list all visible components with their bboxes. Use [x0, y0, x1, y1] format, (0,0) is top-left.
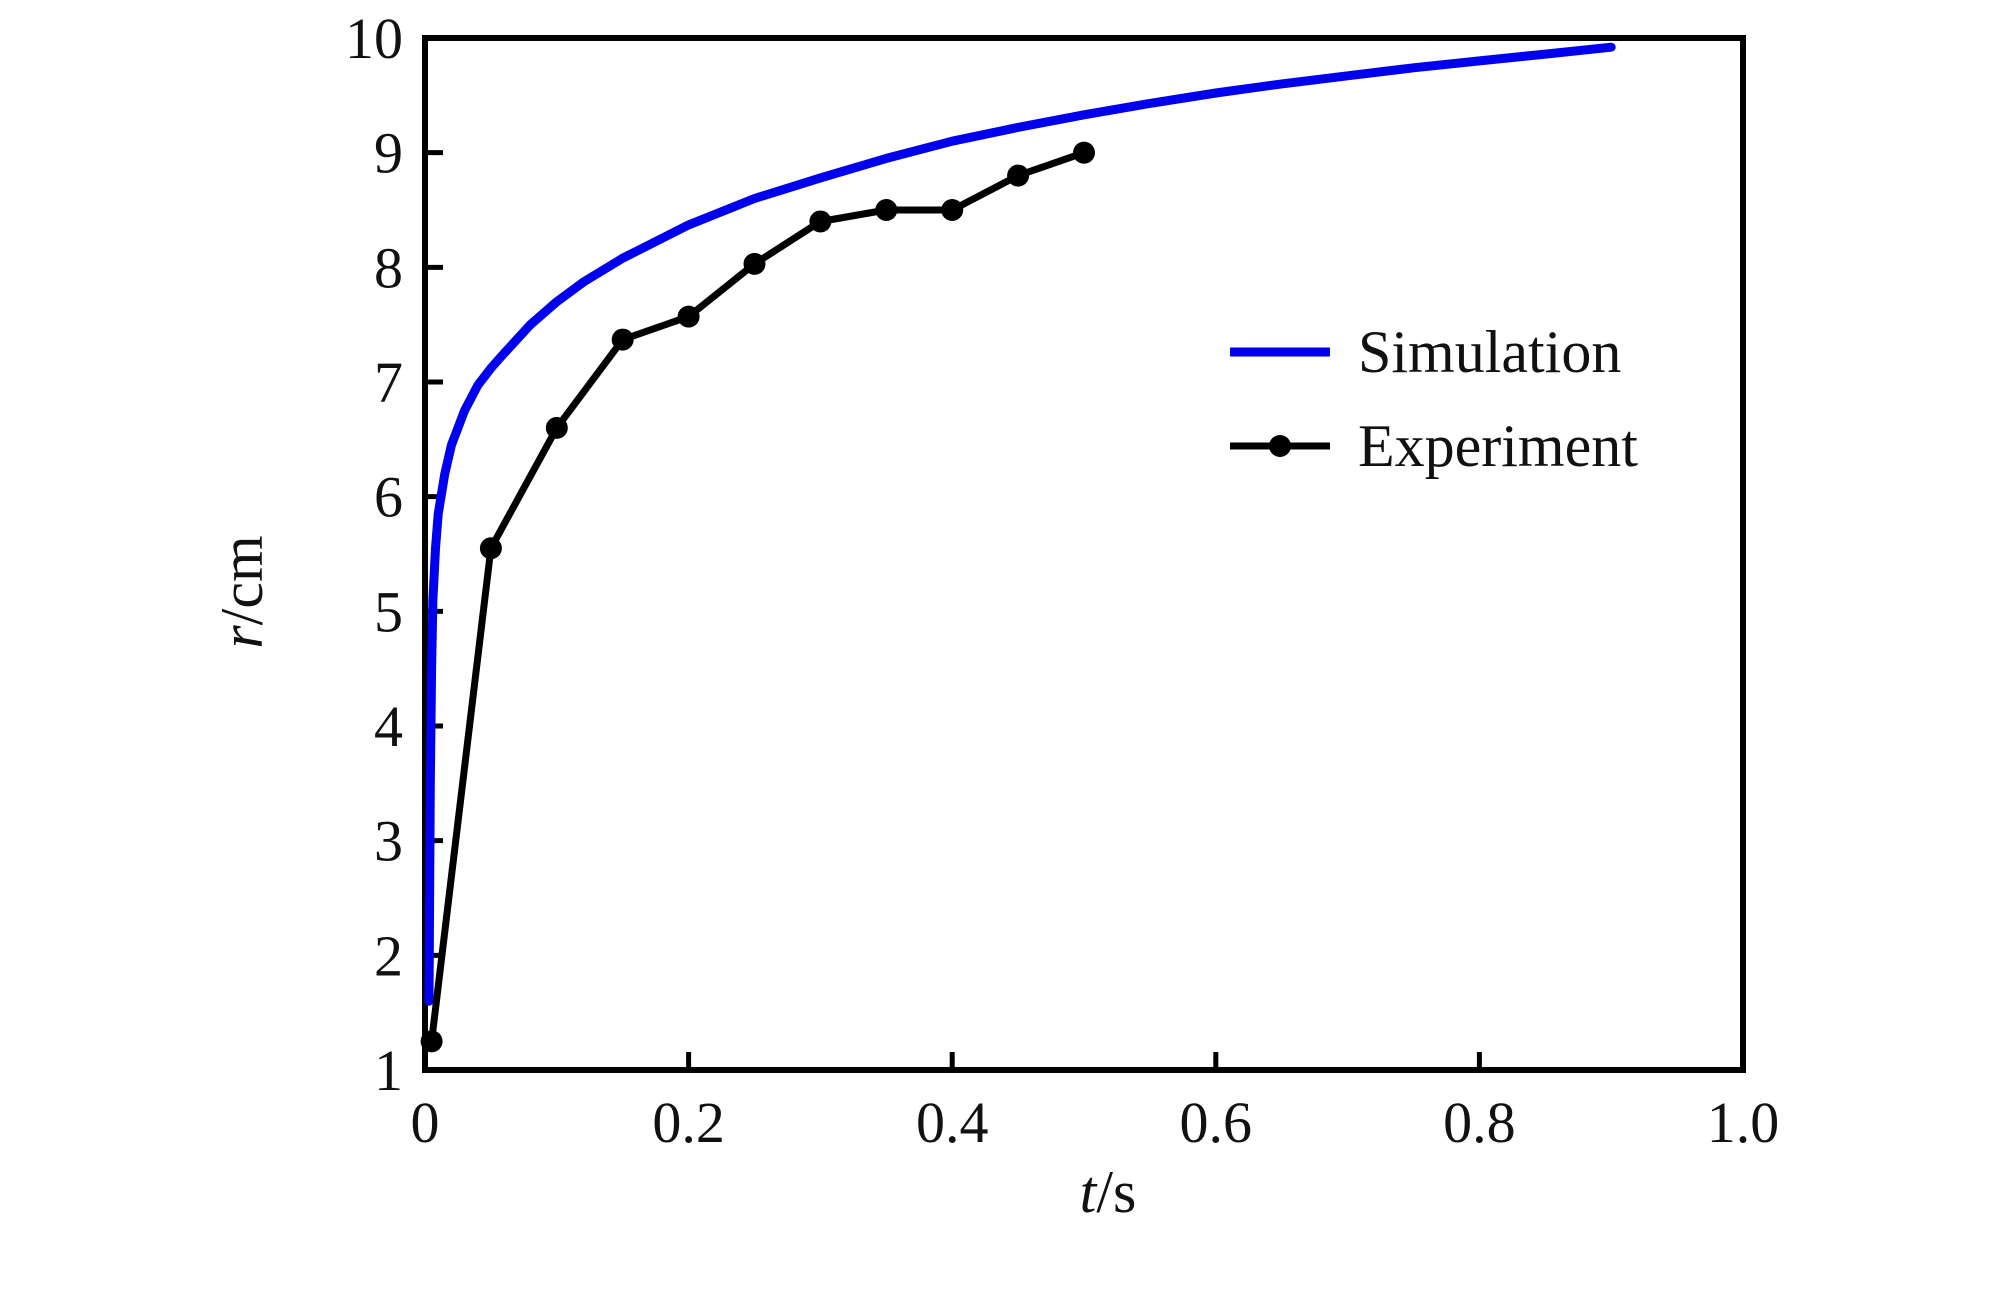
data-point-experiment	[677, 305, 700, 328]
x-tick-label: 0.8	[1443, 1090, 1516, 1155]
x-axis-label: t/s	[1080, 1159, 1137, 1225]
y-tick-label: 1	[374, 1038, 403, 1103]
x-tick-label: 1.0	[1707, 1090, 1780, 1155]
y-tick-label: 6	[374, 465, 403, 530]
y-tick-label: 9	[374, 121, 403, 186]
legend: Simulation Experiment	[1230, 319, 1638, 479]
x-tick-label: 0.4	[916, 1090, 989, 1155]
data-point-experiment	[420, 1030, 443, 1053]
data-point-experiment	[941, 199, 964, 221]
x-tick-label: 0.2	[652, 1090, 725, 1155]
x-tick-label: 0.6	[1180, 1090, 1253, 1155]
data-point-experiment	[809, 210, 832, 233]
y-tick-label: 2	[374, 923, 403, 988]
x-axis: 0 0.2 0.4 0.6 0.8 1.0	[411, 1052, 1780, 1155]
legend-label-experiment: Experiment	[1358, 413, 1638, 479]
data-point-experiment	[545, 416, 568, 439]
data-point-experiment	[611, 328, 634, 351]
legend-label-simulation: Simulation	[1358, 319, 1621, 385]
x-axis-label-unit: /s	[1096, 1159, 1136, 1225]
y-tick-label: 3	[374, 809, 403, 874]
series-line-experiment	[428, 149, 1088, 1045]
y-tick-label: 4	[374, 694, 403, 759]
plot-frame	[422, 35, 1746, 1073]
data-point-experiment	[1007, 164, 1030, 187]
data-point-experiment	[479, 537, 502, 560]
y-axis-label-unit: /cm	[209, 535, 275, 625]
series-line-simulation	[424, 42, 1616, 1006]
y-tick-label: 7	[374, 350, 403, 415]
y-axis-label-var: r	[209, 625, 275, 649]
x-axis-label-var: t	[1080, 1159, 1098, 1225]
y-axis-label: r/cm	[209, 535, 275, 648]
y-axis: 1 2 3 4 5 6 7 8 9 10	[345, 6, 443, 1103]
data-point-experiment	[1073, 141, 1095, 164]
y-tick-label: 5	[374, 579, 403, 644]
series-layer	[420, 42, 1616, 1053]
y-tick-label: 10	[345, 6, 403, 71]
data-point-experiment	[875, 199, 898, 221]
legend-marker-experiment	[1269, 435, 1291, 457]
x-tick-label: 0	[411, 1090, 440, 1155]
data-point-experiment	[743, 252, 766, 275]
y-tick-label: 8	[374, 235, 403, 300]
